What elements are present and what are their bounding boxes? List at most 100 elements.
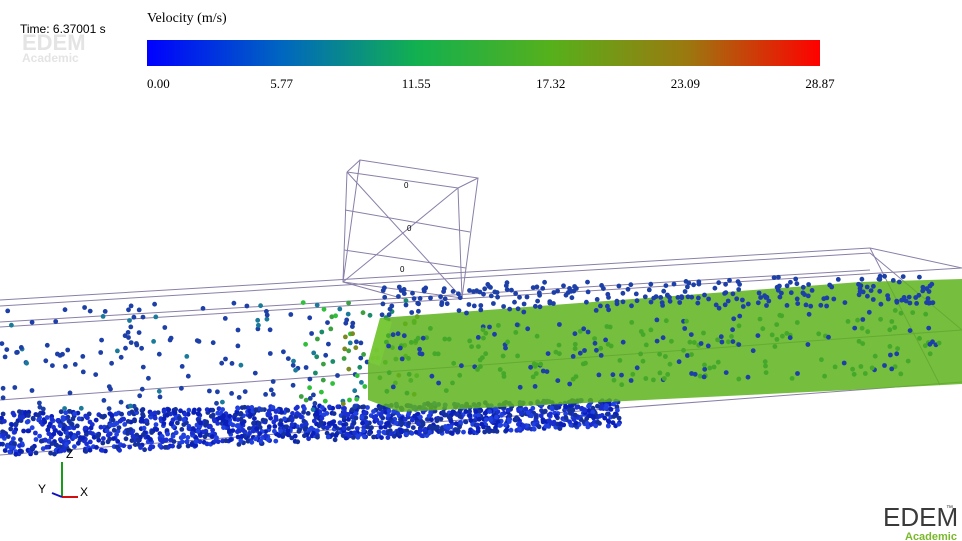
particle: [451, 289, 456, 294]
particle: [192, 408, 197, 413]
particle: [926, 296, 931, 301]
particle: [326, 342, 331, 347]
colorbar-tick-label: 17.32: [536, 76, 565, 91]
particle: [119, 412, 124, 417]
particle: [333, 437, 338, 442]
particle: [806, 294, 811, 299]
particle: [507, 307, 512, 312]
particle: [228, 421, 233, 426]
particle: [658, 295, 663, 300]
particle: [573, 346, 578, 351]
particle: [100, 441, 105, 446]
particle: [609, 344, 614, 349]
particle: [660, 300, 665, 305]
particle: [148, 446, 153, 451]
particle: [1, 395, 6, 400]
particle: [220, 407, 225, 412]
particle: [321, 378, 326, 383]
particle: [44, 445, 49, 450]
particle: [598, 346, 603, 351]
particle: [672, 282, 677, 287]
particle: [101, 415, 106, 420]
particle: [701, 331, 706, 336]
particle: [109, 361, 114, 366]
particle: [586, 404, 591, 409]
particle: [221, 414, 226, 419]
particle: [507, 419, 512, 424]
particle: [45, 415, 50, 420]
particle: [869, 288, 874, 293]
particle: [236, 328, 241, 333]
particle: [467, 339, 472, 344]
particle: [557, 343, 562, 348]
particle: [910, 310, 915, 315]
particle: [498, 367, 503, 372]
particle: [444, 388, 449, 393]
particle: [892, 325, 897, 330]
particle: [778, 295, 783, 300]
particle: [467, 302, 472, 307]
particle: [664, 283, 669, 288]
particle: [476, 344, 481, 349]
particle: [271, 420, 276, 425]
particle: [236, 344, 241, 349]
particle: [54, 443, 59, 448]
particle: [46, 431, 51, 436]
particle: [430, 374, 435, 379]
particle: [153, 411, 158, 416]
particle: [294, 406, 299, 411]
particle: [895, 346, 900, 351]
particle: [492, 332, 497, 337]
particle: [410, 291, 415, 296]
particle: [521, 423, 526, 428]
particle: [897, 280, 902, 285]
particle: [355, 426, 360, 431]
particle: [649, 328, 654, 333]
particle: [619, 382, 624, 387]
particle: [531, 375, 536, 380]
particle: [342, 347, 347, 352]
particle: [538, 362, 543, 367]
particle: [320, 405, 325, 410]
particle: [347, 398, 352, 403]
particle: [273, 439, 278, 444]
particle: [861, 290, 866, 295]
particle: [612, 378, 617, 383]
particle: [223, 316, 228, 321]
particle: [162, 325, 167, 330]
particle: [410, 431, 415, 436]
particle: [543, 424, 548, 429]
particle: [594, 348, 599, 353]
particle: [141, 365, 146, 370]
particle: [342, 411, 347, 416]
particle: [611, 372, 616, 377]
particle: [169, 422, 174, 427]
particle: [635, 365, 640, 370]
particle: [882, 363, 887, 368]
particle: [899, 311, 904, 316]
particle: [72, 435, 77, 440]
particle: [277, 433, 282, 438]
particle: [257, 431, 262, 436]
particle: [629, 303, 634, 308]
particle: [68, 391, 73, 396]
particle: [38, 405, 43, 410]
particle: [290, 416, 295, 421]
colorbar-tick-label: 23.09: [671, 76, 700, 91]
particle: [689, 295, 694, 300]
particle: [173, 411, 178, 416]
particle: [702, 363, 707, 368]
particle: [457, 424, 462, 429]
particle: [506, 408, 511, 413]
particle: [312, 419, 317, 424]
particle: [865, 285, 870, 290]
particle: [307, 315, 312, 320]
particle: [683, 289, 688, 294]
particle: [295, 439, 300, 444]
particle: [198, 421, 203, 426]
particle: [48, 451, 53, 456]
particle: [907, 295, 912, 300]
particle: [736, 287, 741, 292]
particle: [303, 427, 308, 432]
particle: [638, 352, 643, 357]
